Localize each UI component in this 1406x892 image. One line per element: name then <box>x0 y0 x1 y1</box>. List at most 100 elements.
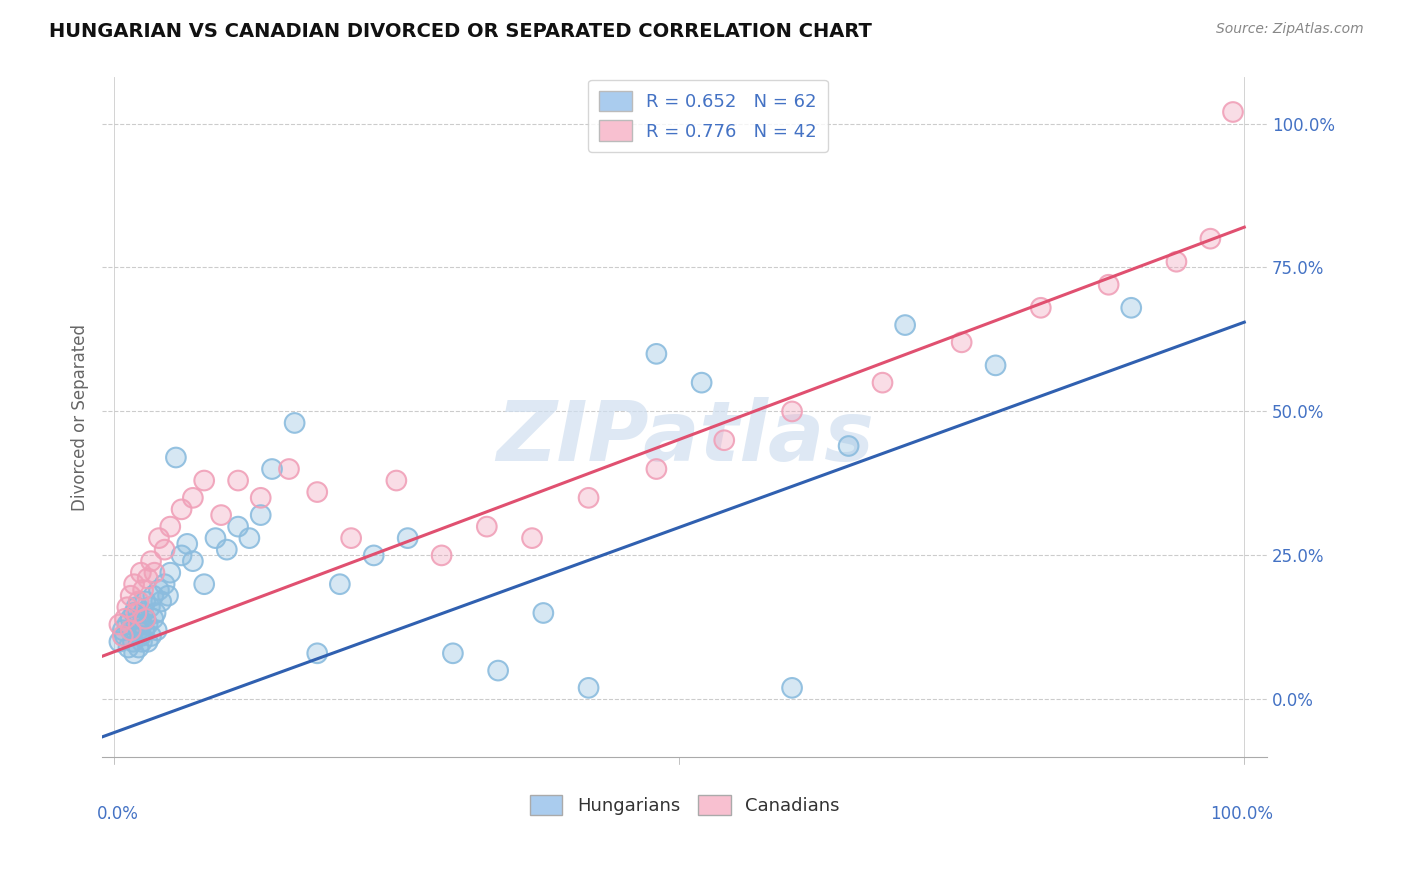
Point <box>132 606 155 620</box>
Point <box>148 531 170 545</box>
Point <box>284 416 307 430</box>
Point <box>278 462 301 476</box>
Point <box>142 612 165 626</box>
Point <box>122 646 145 660</box>
Point <box>117 600 139 615</box>
Point <box>475 519 498 533</box>
Point <box>134 594 156 608</box>
Point <box>984 359 1007 373</box>
Point <box>1121 301 1143 315</box>
Point <box>340 531 363 545</box>
Point <box>226 519 249 533</box>
Point <box>396 531 419 545</box>
Point <box>238 531 260 545</box>
Point <box>128 640 150 655</box>
Point <box>108 617 131 632</box>
Point <box>156 589 179 603</box>
Point <box>122 606 145 620</box>
Point <box>284 416 307 430</box>
Point <box>122 606 145 620</box>
Point <box>120 589 142 603</box>
Point <box>578 681 600 695</box>
Point <box>713 434 735 448</box>
Point <box>153 577 176 591</box>
Text: Source: ZipAtlas.com: Source: ZipAtlas.com <box>1216 22 1364 37</box>
Point <box>1097 277 1119 292</box>
Point <box>128 594 150 608</box>
Point <box>204 531 226 545</box>
Point <box>578 681 600 695</box>
Text: ZIPatlas: ZIPatlas <box>496 397 873 478</box>
Point <box>872 376 894 390</box>
Point <box>193 577 215 591</box>
Point <box>1121 301 1143 315</box>
Point <box>132 606 155 620</box>
Point <box>249 491 271 505</box>
Point <box>120 612 142 626</box>
Point <box>159 566 181 580</box>
Point <box>143 566 166 580</box>
Point <box>111 629 134 643</box>
Point <box>170 549 193 563</box>
Point <box>128 612 150 626</box>
Point <box>441 646 464 660</box>
Point <box>578 491 600 505</box>
Point <box>136 571 159 585</box>
Point <box>128 594 150 608</box>
Point <box>690 376 713 390</box>
Point <box>125 600 148 615</box>
Point <box>117 640 139 655</box>
Point <box>226 474 249 488</box>
Point <box>129 629 152 643</box>
Point <box>780 681 803 695</box>
Point <box>132 582 155 597</box>
Point <box>363 549 385 563</box>
Point <box>159 566 181 580</box>
Point <box>139 629 162 643</box>
Point <box>226 474 249 488</box>
Point <box>950 335 973 350</box>
Point <box>129 566 152 580</box>
Point <box>1029 301 1052 315</box>
Point <box>578 491 600 505</box>
Point <box>108 634 131 648</box>
Point <box>136 617 159 632</box>
Point <box>1199 232 1222 246</box>
Point <box>307 646 329 660</box>
Point <box>165 450 187 465</box>
Point <box>111 624 134 638</box>
Point <box>181 491 204 505</box>
Point <box>131 634 153 648</box>
Point <box>645 462 668 476</box>
Text: 0.0%: 0.0% <box>97 805 138 822</box>
Point <box>193 474 215 488</box>
Point <box>159 519 181 533</box>
Point <box>136 571 159 585</box>
Legend: Hungarians, Canadians: Hungarians, Canadians <box>523 788 846 822</box>
Point <box>780 681 803 695</box>
Point <box>150 594 173 608</box>
Point <box>159 519 181 533</box>
Point <box>134 612 156 626</box>
Point <box>690 376 713 390</box>
Point <box>153 542 176 557</box>
Point <box>114 612 136 626</box>
Point <box>122 646 145 660</box>
Point <box>114 629 136 643</box>
Point <box>120 624 142 638</box>
Point <box>385 474 408 488</box>
Point <box>128 624 150 638</box>
Point <box>122 634 145 648</box>
Point <box>128 624 150 638</box>
Point <box>139 629 162 643</box>
Point <box>117 600 139 615</box>
Point <box>145 606 167 620</box>
Point <box>145 606 167 620</box>
Point <box>1097 277 1119 292</box>
Point <box>215 542 238 557</box>
Point <box>136 634 159 648</box>
Point <box>120 624 142 638</box>
Point <box>170 502 193 516</box>
Point <box>108 617 131 632</box>
Point <box>131 617 153 632</box>
